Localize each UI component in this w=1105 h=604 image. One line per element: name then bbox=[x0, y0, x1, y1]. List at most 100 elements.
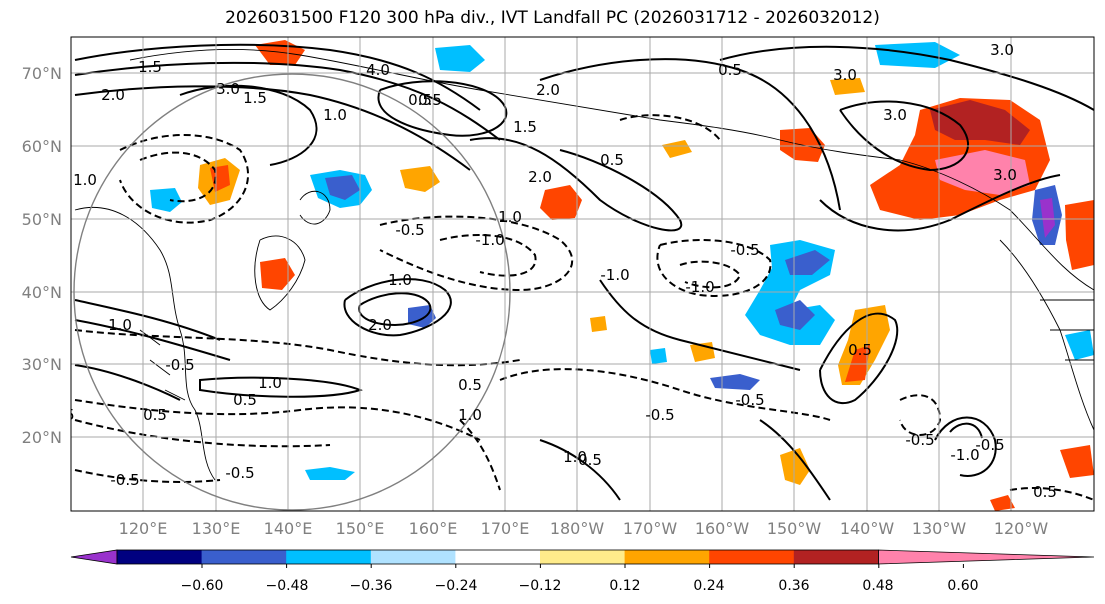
colorbar-segment bbox=[286, 550, 372, 564]
contour-value-label: 1.0 bbox=[73, 171, 97, 189]
colorbar-extend-low bbox=[70, 549, 118, 565]
contour-value-label: 1.0 bbox=[323, 106, 347, 124]
lat-label: 30°N bbox=[22, 355, 62, 374]
lat-label: 50°N bbox=[22, 210, 62, 229]
contour-value-label: -0.5 bbox=[225, 464, 254, 482]
longitude-labels: 120°E 130°E 140°E 150°E 160°E 170°E 180°… bbox=[119, 519, 1049, 538]
lon-label: 160°W bbox=[695, 519, 750, 538]
colorbar-tick-label: −0.24 bbox=[435, 578, 478, 594]
contour-value-label: 1.0 bbox=[498, 208, 522, 226]
contour-value-label: -0.5 bbox=[165, 356, 194, 374]
contour-value-label: 0.5 bbox=[600, 151, 624, 169]
colorbar-tick-label: −0.60 bbox=[181, 578, 224, 594]
lat-label: 60°N bbox=[22, 137, 62, 156]
contour-value-label: -0.5 bbox=[110, 471, 139, 489]
lat-label: 20°N bbox=[22, 428, 62, 447]
colorbar-tick-label: −0.12 bbox=[519, 578, 562, 594]
lon-label: 140°E bbox=[264, 519, 313, 538]
contour-value-label: 2.0 bbox=[368, 316, 392, 334]
contour-value-label: -0.5 bbox=[975, 436, 1004, 454]
gridlines bbox=[71, 37, 1094, 511]
colorbar-segment bbox=[201, 550, 287, 564]
contour-value-label: 3.0 bbox=[216, 80, 240, 98]
contour-value-label: 4.0 bbox=[366, 61, 390, 79]
colorbar-tick-label: 0.36 bbox=[778, 578, 809, 594]
lon-label: 150°W bbox=[767, 519, 822, 538]
lon-label: 170°E bbox=[481, 519, 530, 538]
lon-label: 160°E bbox=[409, 519, 458, 538]
contour-value-label: 2.0 bbox=[101, 86, 125, 104]
colorbar-tick-label: −0.48 bbox=[266, 578, 309, 594]
contour-value-label: 0.5 bbox=[848, 341, 872, 359]
lon-label: 120°W bbox=[994, 519, 1049, 538]
contour-value-label: 1.5 bbox=[513, 118, 537, 136]
contour-value-label: 0.5 bbox=[418, 91, 442, 109]
lon-label: 120°E bbox=[119, 519, 168, 538]
contour-value-label: 1.5 bbox=[138, 58, 162, 76]
colorbar-tick-labels: −0.60 −0.48 −0.36 −0.24 −0.12 0.12 0.24 … bbox=[181, 578, 979, 594]
map-title: 2026031500 F120 300 hPa div., IVT Landfa… bbox=[225, 8, 880, 28]
map-frame bbox=[70, 36, 1095, 512]
latitude-labels: 70°N 60°N 50°N 40°N 30°N 20°N bbox=[22, 64, 62, 447]
lat-label: 70°N bbox=[22, 64, 62, 83]
contour-value-label: 0.5 bbox=[143, 406, 167, 424]
contour-value-label: 1.0 bbox=[458, 406, 482, 424]
contour-value-label: 3.0 bbox=[990, 41, 1014, 59]
contour-value-label: 0.5 bbox=[233, 391, 257, 409]
colorbar-tick-label: 0.12 bbox=[609, 578, 640, 594]
dashed-contour-lines bbox=[74, 114, 1094, 501]
contour-value-label: 2.0 bbox=[528, 168, 552, 186]
colorbar-tick-label: 0.60 bbox=[947, 578, 978, 594]
contour-value-label: -0.5 bbox=[45, 406, 74, 424]
colorbar bbox=[70, 549, 1095, 568]
lat-label: 40°N bbox=[22, 283, 62, 302]
contour-value-label: 2.0 bbox=[536, 81, 560, 99]
lon-label: 130°W bbox=[912, 519, 967, 538]
colorbar-extend-high bbox=[878, 549, 1095, 565]
colorbar-segment bbox=[117, 550, 203, 564]
range-circle bbox=[73, 73, 511, 511]
colorbar-segment bbox=[540, 550, 626, 564]
lon-label: 180°W bbox=[550, 519, 605, 538]
contour-value-label: 3.0 bbox=[993, 166, 1017, 184]
contour-value-label: -1.0 bbox=[950, 446, 979, 464]
contour-value-label: 1.0 bbox=[563, 448, 587, 466]
contour-value-label: -0.5 bbox=[735, 391, 764, 409]
contour-value-label: -0.5 bbox=[905, 431, 934, 449]
coastlines bbox=[74, 49, 1094, 481]
contour-value-label: 3.0 bbox=[833, 66, 857, 84]
contour-value-label: 1.0 bbox=[388, 271, 412, 289]
contour-value-label: 1.0 bbox=[258, 374, 282, 392]
colorbar-segment bbox=[709, 550, 795, 564]
shaded-patches bbox=[150, 40, 1094, 511]
contour-value-label: 1.5 bbox=[243, 89, 267, 107]
contour-value-label: -0.5 bbox=[645, 406, 674, 424]
contour-value-label: 0.5 bbox=[718, 61, 742, 79]
colorbar-segment bbox=[370, 550, 456, 564]
contour-value-label: 0.5 bbox=[1033, 483, 1057, 501]
colorbar-segment bbox=[793, 550, 879, 564]
lon-label: 150°E bbox=[336, 519, 385, 538]
contour-value-label: 0.5 bbox=[458, 376, 482, 394]
contour-labels: 1.52.0 3.04.00.51.51.02.01.00.51.51.02.03… bbox=[45, 41, 1057, 501]
lon-label: 170°W bbox=[623, 519, 678, 538]
colorbar-segment bbox=[455, 550, 541, 564]
lon-label: 140°W bbox=[840, 519, 895, 538]
colorbar-tick-label: −0.36 bbox=[350, 578, 393, 594]
colorbar-segment bbox=[624, 550, 710, 564]
contour-value-label: 0.5 bbox=[578, 451, 602, 469]
contour-value-label: -1.0 bbox=[475, 231, 504, 249]
contour-value-label: 0.5 bbox=[408, 91, 432, 109]
colorbar-tick-label: 0.48 bbox=[862, 578, 893, 594]
contour-value-label: 3.0 bbox=[883, 106, 907, 124]
contour-value-label: -1.0 bbox=[600, 266, 629, 284]
contour-value-label: 1.0 bbox=[108, 316, 132, 334]
colorbar-tick-label: 0.24 bbox=[693, 578, 724, 594]
lon-label: 130°E bbox=[192, 519, 241, 538]
contour-lines bbox=[74, 43, 1094, 501]
contour-value-label: -0.5 bbox=[730, 241, 759, 259]
contour-value-label: -0.5 bbox=[395, 221, 424, 239]
contour-value-label: -1.0 bbox=[685, 278, 714, 296]
colorbar-outline bbox=[116, 549, 879, 565]
